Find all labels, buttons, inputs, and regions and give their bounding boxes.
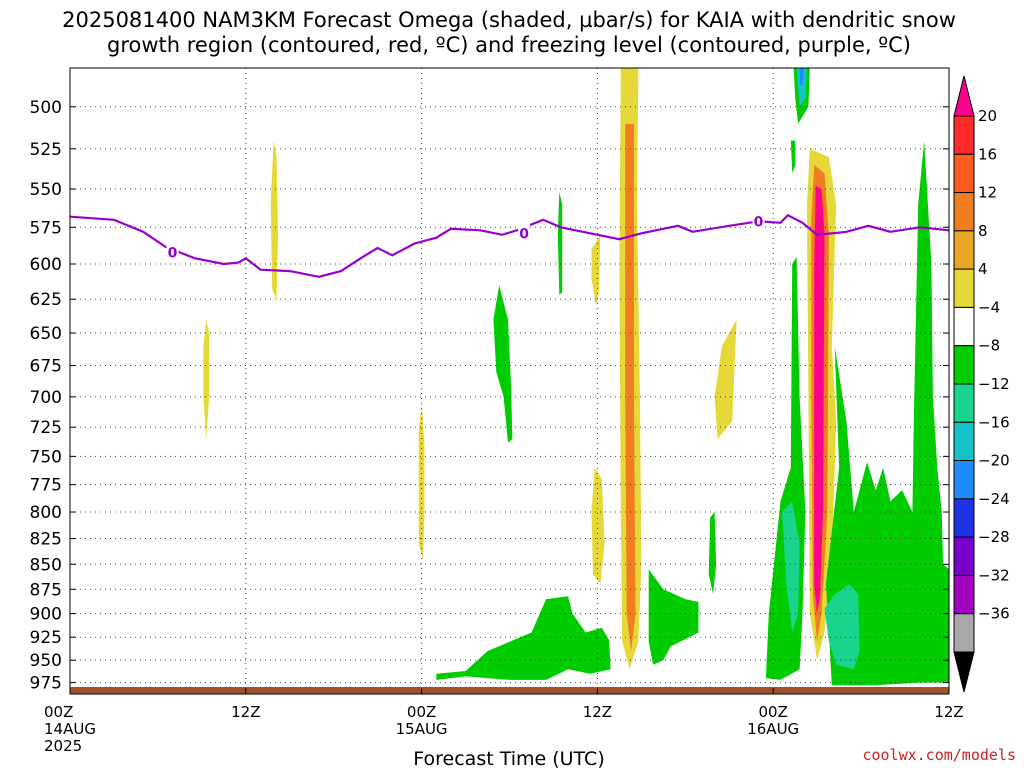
omega-region-3	[591, 234, 601, 307]
colorbar-label: 16	[978, 145, 997, 163]
colorbar-segment	[953, 536, 975, 576]
plot-frame	[69, 67, 950, 695]
freezing-level-label: 0	[754, 214, 764, 230]
freezing-level-layer: 0 0 0	[70, 212, 949, 278]
colorbar-label: −32	[978, 566, 1010, 584]
omega-region-6	[714, 319, 737, 439]
freezing-label-bg	[166, 243, 179, 260]
freezing-level-line	[70, 213, 949, 278]
chart-subtitle: growth region (contoured, red, ºC) and f…	[107, 33, 911, 57]
x-tick-label: 15AUG	[396, 720, 448, 738]
freezing-level-label: 0	[519, 226, 529, 242]
omega-region-19	[825, 140, 949, 686]
y-tick-label: 875	[30, 580, 62, 600]
y-tick-label: 850	[30, 555, 62, 575]
omega-region-15	[708, 512, 717, 595]
y-tick-label: 700	[30, 388, 62, 408]
freezing-label-bg	[518, 224, 531, 241]
omega-region-0	[270, 140, 278, 300]
omega-region-16	[436, 596, 611, 680]
colorbar-segment	[953, 153, 975, 194]
pressure-axis: 500 525 550 575 600 625 650 675 700 725 750 775 800 8…	[30, 98, 949, 694]
colorbar-bottom-arrow	[953, 651, 975, 693]
omega-region-23	[799, 68, 804, 86]
omega-region-12	[557, 192, 563, 295]
colorbar-label: −4	[978, 298, 1000, 316]
colorbar-label: 8	[978, 222, 988, 240]
y-tick-label: 950	[30, 651, 62, 671]
y-tick-label: 675	[30, 357, 62, 377]
colorbar-label: 20	[978, 107, 997, 125]
colorbar-segment	[953, 383, 975, 423]
colorbar-segment	[953, 192, 975, 232]
ground-surface	[70, 686, 949, 694]
x-tick-label: 00Z	[407, 703, 436, 721]
chart-title: 2025081400 NAM3KM Forecast Omega (shaded…	[62, 8, 956, 32]
omega-region-17	[648, 569, 699, 665]
omega-colorbar: 20 16 12 8 4 −4 −8 −12 −16 −20 −24 −28 −32 −36	[953, 75, 1010, 693]
x-tick-label: 14AUG	[44, 720, 96, 738]
omega-region-14	[790, 140, 796, 174]
x-tick-label: 12Z	[934, 703, 963, 721]
x-tick-label: 00Z	[759, 703, 788, 721]
omega-region-2	[418, 403, 425, 560]
y-tick-label: 625	[30, 290, 62, 310]
colorbar-label: −16	[978, 413, 1010, 431]
colorbar-label: −28	[978, 528, 1010, 546]
omega-region-20	[824, 584, 860, 670]
y-tick-label: 900	[30, 605, 62, 625]
omega-region-10	[814, 185, 825, 614]
omega-region-22	[796, 68, 807, 107]
y-tick-label: 550	[30, 180, 62, 200]
omega-region-11	[493, 285, 513, 443]
colorbar-label: −36	[978, 605, 1010, 623]
x-axis-label: Forecast Time (UTC)	[413, 748, 604, 768]
y-tick-label: 825	[30, 530, 62, 550]
y-tick-label: 725	[30, 418, 62, 438]
colorbar-label: 4	[978, 260, 988, 278]
colorbar-segment	[953, 268, 975, 308]
y-tick-label: 975	[30, 674, 62, 694]
x-tick-label: 00Z	[44, 703, 73, 721]
colorbar-label: −24	[978, 490, 1010, 508]
colorbar-top-arrow	[953, 75, 975, 117]
omega-region-21	[782, 501, 800, 633]
y-tick-label: 775	[30, 476, 62, 496]
y-tick-label: 575	[30, 218, 62, 238]
freezing-level-label: 0	[168, 245, 178, 261]
y-tick-label: 750	[30, 447, 62, 467]
source-credit: coolwx.com/models	[862, 746, 1016, 764]
omega-region-4	[591, 467, 605, 585]
y-tick-label: 800	[30, 503, 62, 523]
colorbar-segment	[953, 498, 975, 538]
colorbar-segment	[953, 345, 975, 385]
x-tick-label: 12Z	[583, 703, 612, 721]
colorbar-segment	[953, 460, 975, 500]
freezing-label-bg	[752, 212, 765, 229]
colorbar-segment	[953, 421, 975, 462]
colorbar-segment	[953, 306, 975, 347]
y-tick-label: 525	[30, 140, 62, 160]
omega-region-18	[765, 256, 806, 680]
colorbar-segment	[953, 115, 975, 155]
colorbar-segment	[953, 613, 975, 653]
omega-region-8	[625, 123, 636, 652]
colorbar-label: 12	[978, 184, 997, 202]
x-tick-label: 2025	[44, 737, 82, 755]
x-tick-label: 16AUG	[747, 720, 799, 738]
y-tick-label: 500	[30, 98, 62, 118]
omega-shading-layer	[203, 68, 949, 686]
y-tick-label: 600	[30, 255, 62, 275]
y-tick-label: 925	[30, 628, 62, 648]
colorbar-segment	[953, 574, 975, 615]
colorbar-label: −12	[978, 375, 1010, 393]
colorbar-segment	[953, 230, 975, 270]
x-tick-label: 12Z	[231, 703, 260, 721]
y-tick-label: 650	[30, 324, 62, 344]
colorbar-label: −20	[978, 452, 1010, 470]
omega-region-1	[203, 319, 210, 439]
colorbar-label: −8	[978, 337, 1000, 355]
